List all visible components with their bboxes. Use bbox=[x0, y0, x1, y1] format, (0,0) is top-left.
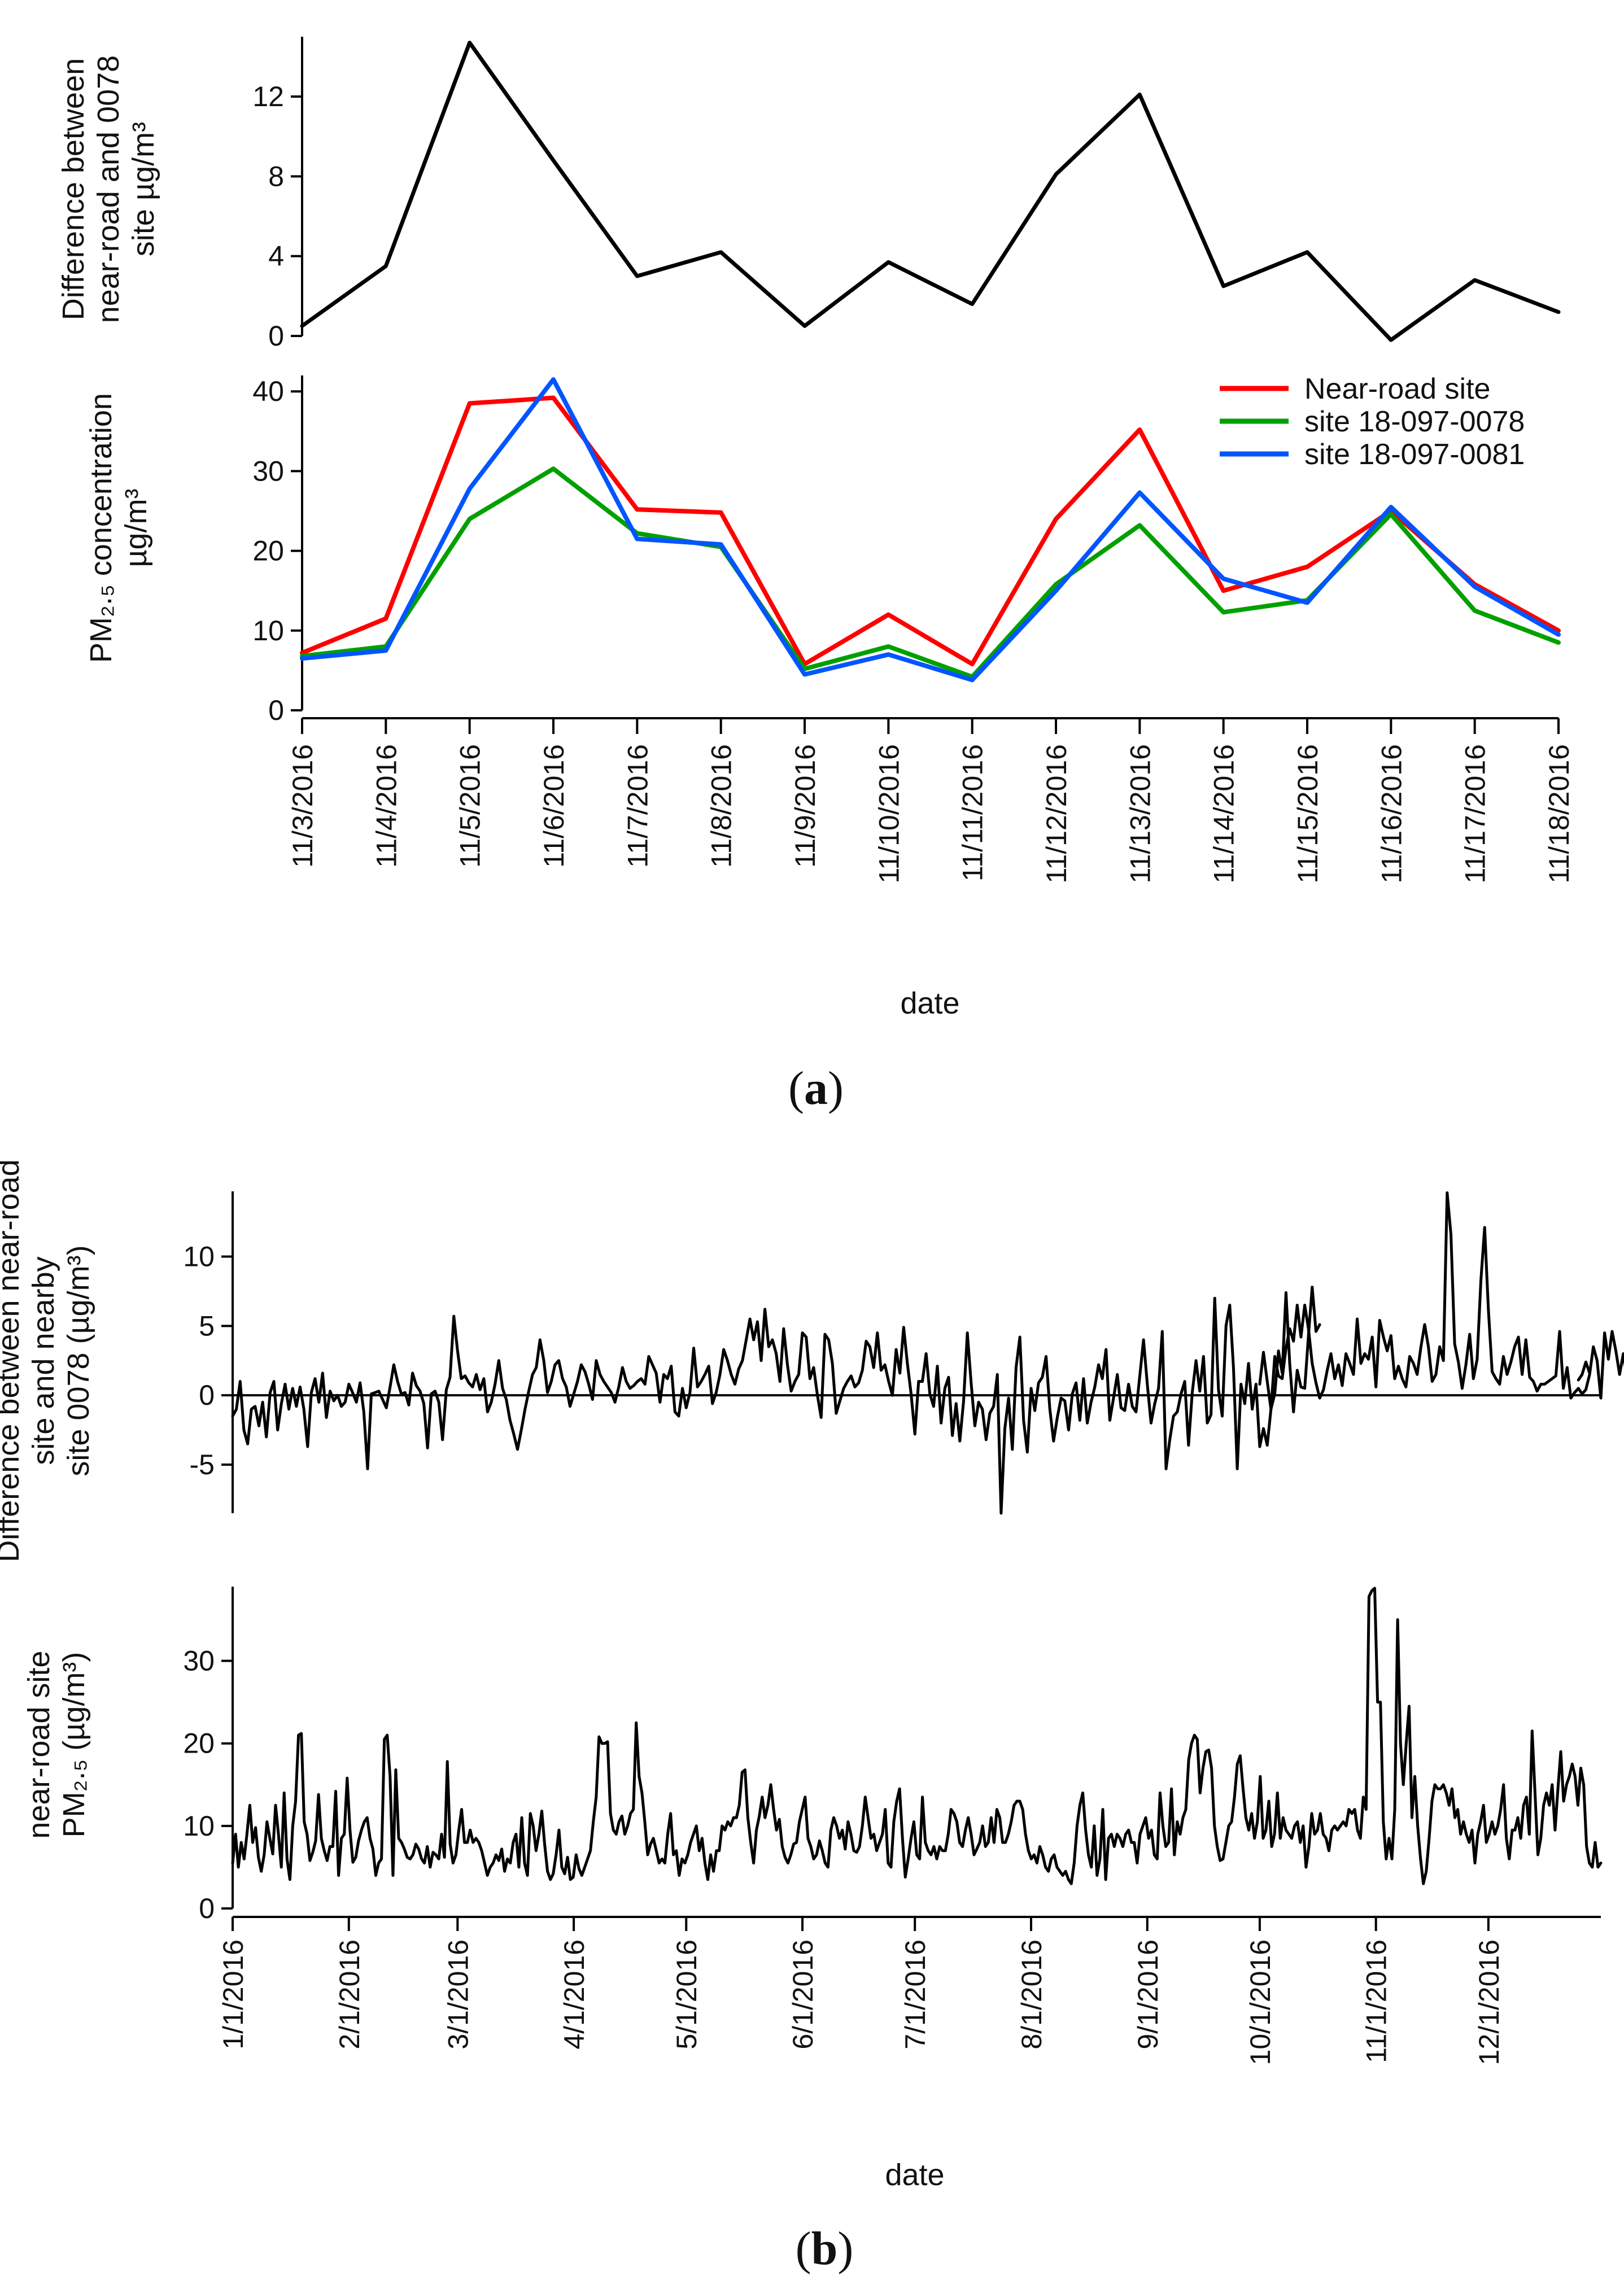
panel-a-top-y-axis-title-line: near-road and 0078 bbox=[91, 55, 125, 323]
panel-a-bottom-y-tick-label: 40 bbox=[252, 375, 284, 407]
panel-b-bottom-y-axis-title-line: PM₂.₅ (µg/m³) bbox=[57, 1652, 91, 1838]
panel-a-top-y-tick-label: 8 bbox=[268, 160, 284, 192]
panel-b-x-tick-label: 9/1/2016 bbox=[1132, 1939, 1164, 2050]
panel-a-x-axis-title: date bbox=[900, 986, 959, 1020]
panel-b-bottom-series-line bbox=[231, 1587, 1603, 1885]
panel-b-top-y-tick-label: -5 bbox=[190, 1449, 215, 1480]
panel-b-near-road-chart: 0 10 20 30 near-road site PM₂.₅ (µg/m³) 1/1/20… bbox=[22, 1587, 1603, 2192]
panel-a-x-tick-label: 11/6/2016 bbox=[538, 744, 570, 868]
panel-a-x-tick-label: 11/11/2016 bbox=[957, 744, 989, 881]
panel-b-top-series-line bbox=[1577, 1360, 1591, 1382]
panel-a-bottom-y-tick-label: 20 bbox=[252, 535, 284, 567]
panel-b-bottom-y-tick-label: 10 bbox=[183, 1810, 215, 1842]
panel-a-x-tick-label: 11/16/2016 bbox=[1376, 744, 1407, 884]
panel-a-x-tick-label: 11/8/2016 bbox=[706, 744, 737, 868]
panel-a-bottom-y-axis-title-line: PM₂.₅ concentration bbox=[84, 393, 118, 663]
panel-a-top-y-axis-title-line: Difference between bbox=[56, 58, 90, 320]
panel-a-x-tick-label: 11/13/2016 bbox=[1124, 744, 1156, 884]
panel-a-x-tick-label: 11/3/2016 bbox=[287, 744, 318, 868]
panel-b-x-tick-label: 4/1/2016 bbox=[558, 1939, 590, 2050]
panel-a-series-line-1 bbox=[300, 466, 1561, 679]
panel-a-label: (a) bbox=[788, 1062, 844, 1115]
panel-b-top-series-line bbox=[231, 1286, 1321, 1515]
panel-b-top-y-axis-title-line: Difference between near-road bbox=[0, 1159, 25, 1562]
panel-b-bottom-y-axis-title-line: near-road site bbox=[22, 1650, 56, 1838]
panel-b-top-y-tick-label: 5 bbox=[199, 1310, 215, 1342]
panel-a-x-tick-label: 11/15/2016 bbox=[1292, 744, 1324, 884]
panel-b-x-tick-label: 2/1/2016 bbox=[334, 1939, 365, 2050]
panel-a-top-series-line bbox=[300, 41, 1561, 342]
panel-b-top-y-tick-label: 0 bbox=[199, 1379, 215, 1411]
legend-label: site 18-097-0081 bbox=[1304, 438, 1525, 471]
panel-b-top-series-line bbox=[1258, 1191, 1624, 1411]
panel-b-x-tick-label: 5/1/2016 bbox=[671, 1939, 702, 2050]
panel-b-top-y-tick-label: 10 bbox=[183, 1240, 215, 1272]
panel-a-x-tick-label: 11/10/2016 bbox=[873, 744, 905, 884]
panel-a-x-tick-label: 11/18/2016 bbox=[1543, 744, 1575, 884]
panel-a-x-tick-label: 11/5/2016 bbox=[455, 744, 486, 868]
panel-b-x-tick-label: 7/1/2016 bbox=[900, 1939, 931, 2050]
panel-a-bottom-y-tick-label: 10 bbox=[252, 615, 284, 646]
panel-a-bottom-y-tick-label: 0 bbox=[268, 694, 284, 726]
panel-b-x-tick-label: 1/1/2016 bbox=[217, 1939, 249, 2050]
legend-label: Near-road site bbox=[1304, 373, 1490, 405]
panel-a-top-y-axis-title-line: site µg/m³ bbox=[126, 122, 160, 256]
panel-a-x-tick-label: 11/14/2016 bbox=[1208, 744, 1240, 884]
panel-a-x-tick-label: 11/12/2016 bbox=[1041, 744, 1072, 884]
panel-b-x-tick-label: 8/1/2016 bbox=[1016, 1939, 1047, 2050]
panel-a-top-y-tick-label: 0 bbox=[268, 320, 284, 352]
panel-b-top-y-axis-title-line: site 0078 (µg/m³) bbox=[62, 1245, 95, 1476]
panel-a-x-tick-label: 11/7/2016 bbox=[622, 744, 653, 868]
panel-a-bottom-y-axis-title-line: µg/m³ bbox=[119, 488, 153, 567]
panel-b-bottom-y-tick-label: 0 bbox=[199, 1893, 215, 1924]
panel-a-difference-chart: 0 4 8 12 Difference between near-road and 007… bbox=[56, 37, 1561, 352]
panel-b-bottom-y-tick-label: 20 bbox=[183, 1728, 215, 1759]
panel-a-x-tick-label: 11/9/2016 bbox=[789, 744, 821, 868]
panel-a-series-line-2 bbox=[300, 377, 1561, 683]
legend-label: site 18-097-0078 bbox=[1304, 405, 1525, 438]
panel-b-x-tick-label: 6/1/2016 bbox=[787, 1939, 819, 2050]
panel-b-x-tick-label: 11/1/2016 bbox=[1361, 1939, 1392, 2063]
panel-b-top-y-axis-title-line: site and nearby bbox=[27, 1256, 60, 1465]
panel-a-top-y-tick-label: 4 bbox=[268, 241, 284, 272]
panel-a-series-line-0 bbox=[300, 395, 1561, 667]
panel-a-bottom-y-tick-label: 30 bbox=[252, 455, 284, 487]
panel-b-x-axis-title: date bbox=[885, 2158, 944, 2192]
panel-a-x-tick-label: 11/4/2016 bbox=[370, 744, 402, 868]
panel-b-x-tick-label: 3/1/2016 bbox=[442, 1939, 474, 2050]
panel-a-concentration-chart: 0 10 20 30 40 PM₂.₅ concentration µg/m³ 11/3/20… bbox=[84, 373, 1575, 1020]
panel-a-x-tick-label: 11/17/2016 bbox=[1460, 744, 1491, 884]
panel-a-top-y-tick-label: 12 bbox=[252, 81, 284, 112]
panel-b-x-tick-label: 12/1/2016 bbox=[1473, 1939, 1505, 2065]
panel-b-label: (b) bbox=[796, 2222, 854, 2275]
panel-b-bottom-y-tick-label: 30 bbox=[183, 1645, 215, 1677]
panel-b-x-tick-label: 10/1/2016 bbox=[1245, 1939, 1276, 2065]
